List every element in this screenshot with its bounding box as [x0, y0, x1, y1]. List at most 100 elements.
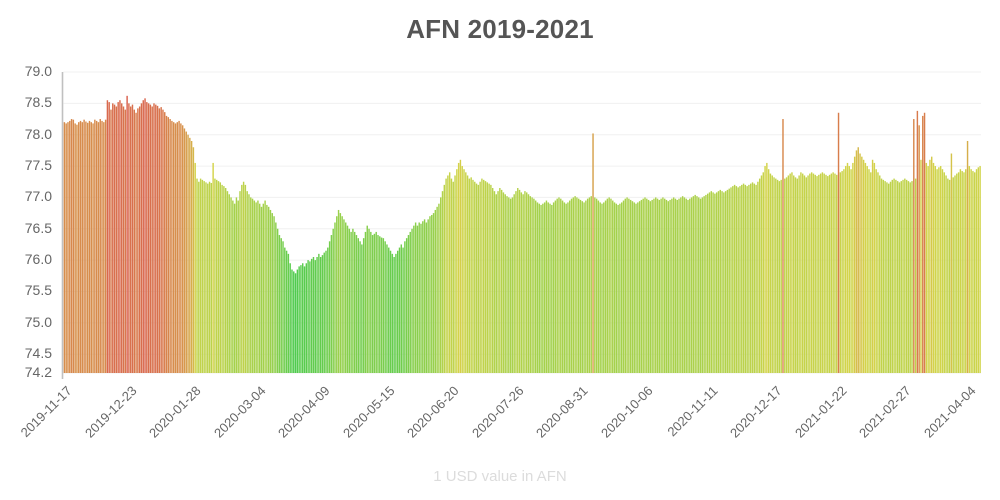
bar [642, 198, 644, 373]
bar [585, 200, 587, 373]
bar [828, 174, 831, 373]
bar [176, 122, 178, 373]
bar [529, 196, 532, 373]
bar [533, 198, 535, 373]
bar [404, 241, 406, 373]
y-tick-label: 76.0 [24, 251, 52, 268]
bar [67, 122, 69, 373]
bar [203, 181, 205, 373]
bar [782, 119, 784, 373]
bar [416, 225, 419, 373]
bar [877, 172, 879, 373]
bar [244, 184, 247, 373]
bar [221, 184, 223, 373]
bar [846, 162, 849, 373]
bar [334, 222, 336, 373]
bar [323, 252, 325, 373]
bar [427, 219, 429, 373]
bar [843, 169, 845, 373]
bar [836, 174, 838, 373]
bar [913, 119, 915, 373]
bar [586, 198, 589, 373]
bar [391, 253, 394, 373]
bar [662, 197, 664, 373]
bar [447, 175, 449, 373]
bar [834, 173, 836, 373]
bar [266, 204, 268, 373]
bar [753, 183, 756, 373]
bar [536, 202, 539, 373]
bar [963, 172, 965, 373]
bar [825, 174, 827, 373]
bar [620, 202, 623, 373]
bar [165, 115, 168, 374]
bar [106, 100, 109, 373]
bar [291, 269, 293, 373]
bar [205, 182, 207, 373]
bar [853, 156, 856, 373]
bar [927, 166, 929, 373]
bar [604, 200, 607, 373]
bar [319, 256, 322, 373]
bar [637, 202, 639, 373]
bar [959, 169, 962, 373]
bar [952, 177, 954, 373]
bar [884, 181, 886, 373]
bar [305, 263, 308, 373]
bar [94, 119, 96, 373]
bar [880, 178, 883, 373]
bar [723, 192, 725, 373]
bar [698, 197, 700, 373]
bar [647, 199, 650, 373]
bar [612, 200, 614, 373]
bar [527, 194, 530, 373]
bar [558, 197, 560, 373]
bar [556, 198, 558, 373]
bar [122, 106, 125, 374]
bar [660, 198, 662, 373]
y-tick-label: 76.5 [24, 219, 52, 236]
bar [375, 231, 377, 373]
bar [181, 125, 184, 373]
bar [977, 167, 980, 373]
y-tick-label: 75.0 [24, 313, 52, 330]
bar [848, 166, 850, 373]
bar [972, 171, 974, 373]
bar [635, 203, 637, 373]
bar [149, 104, 152, 374]
bar [465, 172, 467, 373]
bar [407, 235, 410, 373]
bar [99, 119, 101, 373]
bar [567, 202, 569, 373]
bar [264, 200, 266, 373]
bar [377, 235, 379, 373]
bar [81, 122, 84, 373]
bar [520, 192, 523, 373]
bar [588, 197, 591, 373]
bar [900, 181, 902, 373]
bar [810, 172, 813, 373]
bar [888, 183, 890, 373]
bar [294, 273, 297, 373]
bar [572, 197, 575, 373]
bar [86, 122, 89, 373]
bar [298, 266, 300, 373]
bar [669, 199, 671, 373]
y-tick-label: 79.0 [24, 63, 52, 79]
bar [793, 175, 795, 373]
bar [101, 120, 103, 373]
bar [151, 106, 153, 374]
bar [819, 173, 822, 373]
bar [379, 236, 381, 373]
bar [187, 134, 189, 373]
y-tick-label: 77.5 [24, 157, 52, 174]
bar [474, 181, 476, 373]
bar [638, 201, 641, 373]
bar [653, 198, 655, 373]
bar [805, 177, 807, 373]
bar [674, 198, 677, 373]
bar [85, 121, 87, 373]
bar [925, 162, 928, 373]
bar [352, 228, 354, 373]
bar [108, 102, 110, 373]
